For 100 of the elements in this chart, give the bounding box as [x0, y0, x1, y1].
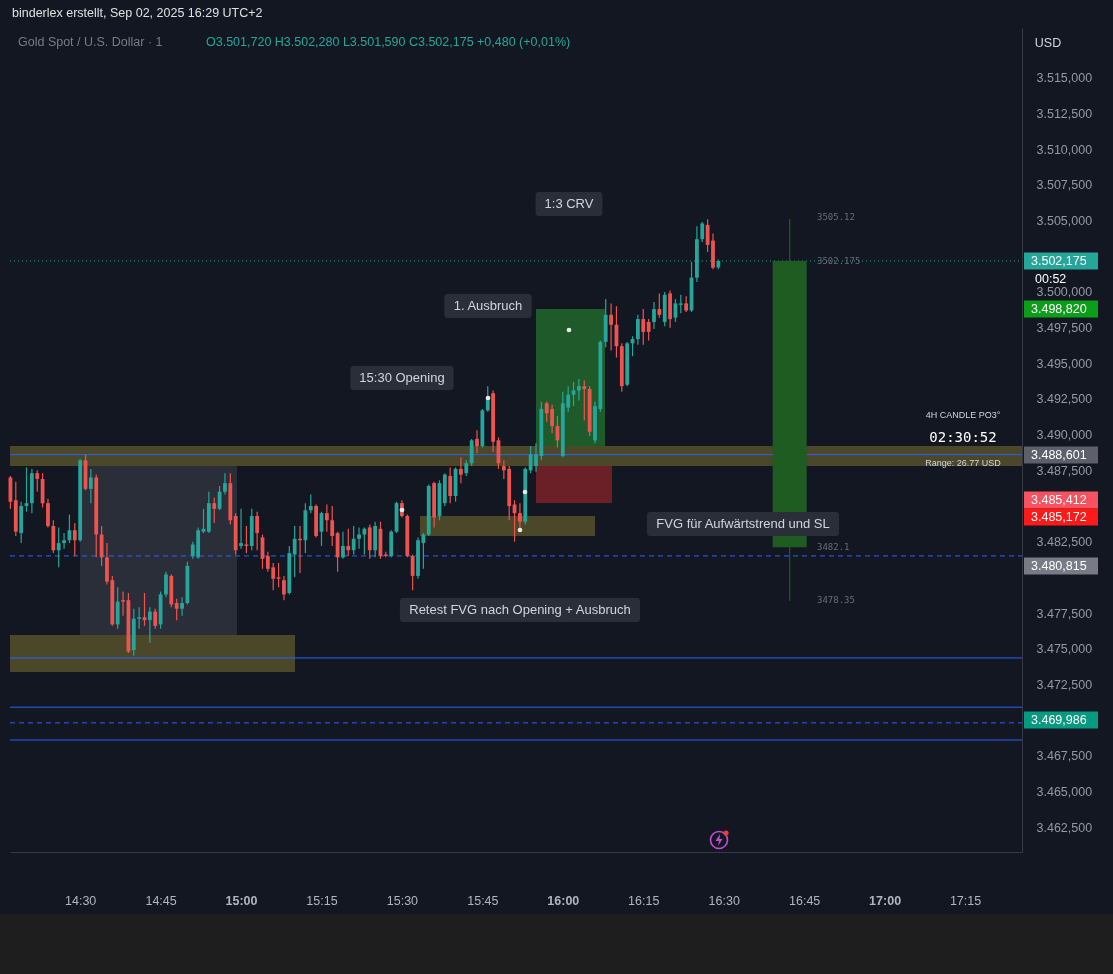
candlestick [485, 385, 490, 413]
y-tick-label: 3.477,500 [1036, 606, 1093, 621]
candlestick [362, 526, 367, 556]
candlestick [469, 438, 474, 467]
annotation: Retest FVG nach Opening + Ausbruch [409, 602, 631, 617]
candlestick [72, 522, 77, 557]
y-tick-label: 3.465,000 [1036, 784, 1093, 799]
y-tick-label: 3.490,000 [1036, 428, 1093, 443]
annotation: 15:30 Opening [359, 370, 445, 385]
candlestick [341, 531, 345, 560]
annotation: 3502.175 [817, 256, 861, 266]
text: 3.488,601 [1031, 448, 1087, 462]
text: 3.485,412 [1031, 493, 1087, 507]
candlestick [46, 498, 50, 528]
candlestick [255, 511, 260, 551]
annotation: 3478.35 [817, 595, 855, 605]
text: 00:52 [1035, 272, 1067, 286]
candlestick [174, 598, 179, 621]
candlestick [475, 429, 479, 454]
y-tick-label: 3.510,000 [1036, 142, 1093, 157]
x-tick-label: 16:15 [628, 893, 660, 908]
x-tick-label: 17:15 [949, 893, 982, 908]
x-tick-label: 15:15 [306, 893, 338, 908]
text: binderlex erstellt, Sep 02, 2025 16:29 UTC+2 [12, 6, 263, 20]
y-tick-label: 3.515,000 [1036, 71, 1093, 86]
candlestick [351, 525, 356, 556]
candlestick [276, 562, 281, 588]
annotation: 4H CANDLE PO3° [925, 410, 1001, 420]
candlestick [147, 606, 152, 644]
candlestick [115, 586, 120, 630]
candlestick [99, 525, 104, 567]
annotation: 1. Ausbruch [453, 298, 523, 313]
text: Gold Spot / U.S. Dollar · 1 [18, 35, 163, 49]
text: USD [1034, 36, 1062, 50]
candlestick [324, 503, 329, 533]
candlestick [635, 314, 640, 346]
annotation: FVG für Aufwärtstrend und SL [656, 516, 830, 531]
candlestick [121, 591, 125, 617]
candlestick [346, 528, 351, 557]
annotation: Range: 26.77 USD [925, 458, 1002, 468]
candlestick [330, 505, 335, 547]
candlestick [657, 292, 662, 319]
candlestick [357, 526, 361, 550]
candlestick [609, 302, 613, 352]
candlestick [518, 502, 522, 531]
text: 3.469,986 [1031, 713, 1087, 727]
candlestick [212, 496, 217, 524]
candlestick [292, 525, 297, 578]
candlestick [646, 318, 651, 342]
candlestick [308, 493, 313, 514]
x-tick-label: 15:45 [467, 893, 499, 908]
y-tick-label: 3.500,000 [1036, 285, 1093, 300]
x-tick-label: 16:45 [789, 893, 821, 908]
y-tick-label: 3.472,500 [1036, 677, 1093, 692]
x-tick-label: 15:00 [225, 893, 258, 908]
text: 3.480,815 [1031, 559, 1087, 573]
y-tick-label: 3.505,000 [1036, 214, 1093, 229]
ref-line-label: 3.502,175 [1031, 253, 1087, 268]
annotation: 1:3 CRV [544, 196, 594, 211]
candlestick [652, 301, 656, 330]
candlestick [282, 575, 286, 601]
candlestick [577, 378, 581, 402]
x-tick-label: 14:45 [145, 893, 177, 908]
candlestick [448, 466, 453, 504]
y-tick-label: 3.507,500 [1036, 178, 1093, 193]
candlestick [582, 379, 587, 421]
text: 3.498,820 [1031, 302, 1087, 316]
text: 3.485,172 [1031, 510, 1087, 524]
x-tick-label: 17:00 [869, 893, 902, 908]
candlestick [367, 523, 372, 560]
candlestick [88, 468, 93, 504]
candlestick [410, 553, 415, 591]
candlestick [35, 469, 40, 493]
y-tick-label: 3.512,500 [1036, 107, 1093, 122]
candlestick [223, 472, 227, 496]
candlestick [180, 596, 184, 617]
y-tick-label: 3.475,000 [1036, 642, 1093, 657]
candlestick [641, 308, 646, 346]
annotation: 3482.1 [817, 542, 850, 552]
candlestick [62, 532, 66, 550]
candlestick [700, 221, 705, 243]
y-tick-label: 3.492,500 [1036, 392, 1093, 407]
candlestick [239, 508, 243, 550]
candlestick [153, 608, 158, 630]
x-tick-label: 15:30 [386, 893, 419, 908]
y-tick-label: 3.462,500 [1036, 820, 1093, 835]
annotation: 02:30:52 [929, 429, 997, 445]
candlestick [678, 294, 683, 314]
y-tick-label: 3.482,500 [1036, 535, 1093, 550]
x-tick-label: 16:00 [547, 893, 580, 908]
annotation: O3.501,720 H3.502,280 L3.501,590 C3.502,175 +0,480 (+0,01%) [206, 35, 571, 49]
x-tick-label: 16:30 [708, 893, 740, 908]
y-tick-label: 3.467,500 [1036, 749, 1093, 764]
annotation: 3505.12 [817, 212, 855, 222]
candlestick [571, 381, 576, 407]
candlestick [164, 571, 168, 598]
candlestick [459, 456, 463, 484]
candlestick [137, 606, 142, 630]
y-tick-label: 3.495,000 [1036, 356, 1093, 371]
x-tick-label: 14:30 [65, 893, 97, 908]
